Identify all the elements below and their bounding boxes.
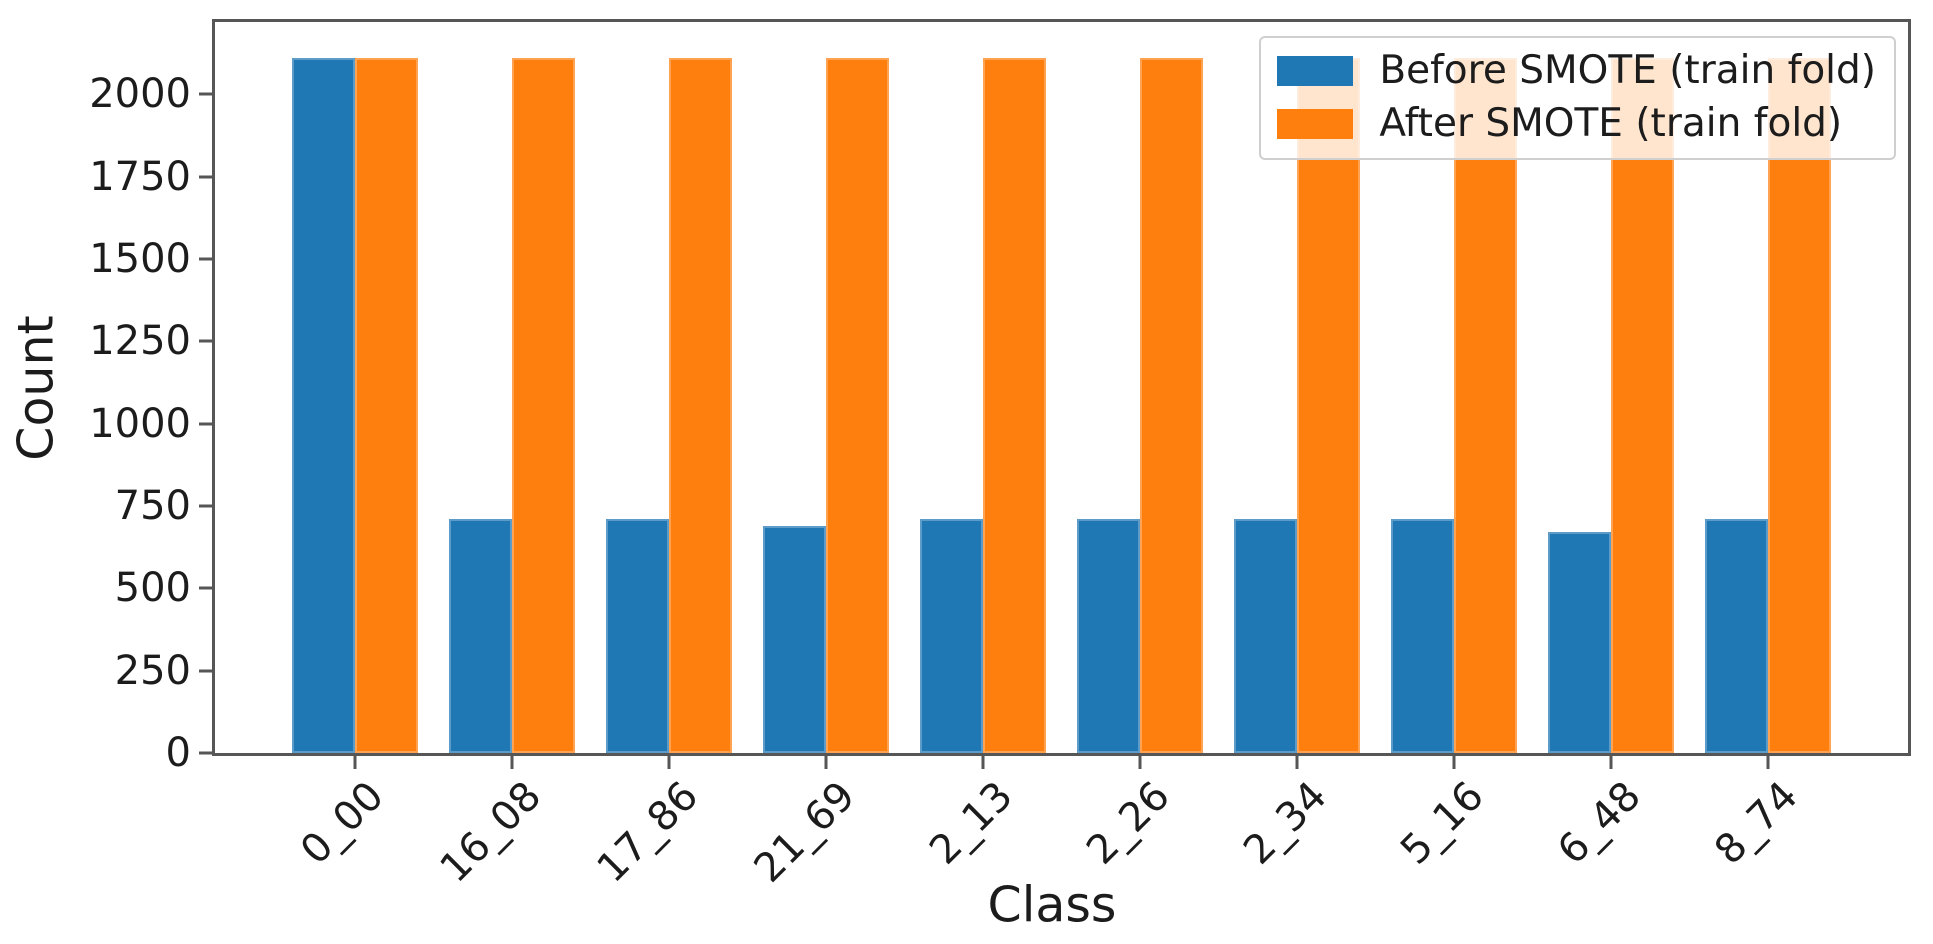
y-tick-label: 1500: [89, 236, 191, 283]
y-tick-mark: [199, 669, 212, 673]
legend-item: Before SMOTE (train fold): [1277, 48, 1876, 93]
y-tick-label: 2000: [89, 71, 191, 118]
bar-before-smote-6_48: [1548, 532, 1612, 753]
x-tick-mark: [1609, 756, 1613, 769]
y-tick-mark: [199, 422, 212, 426]
y-tick-mark: [199, 339, 212, 343]
x-tick-label: 2_13: [920, 772, 1022, 874]
bar-after-smote-2_34: [1297, 58, 1360, 753]
bar-before-smote-2_26: [1077, 519, 1141, 753]
y-tick-mark: [199, 92, 212, 96]
x-tick-mark: [510, 756, 514, 769]
bar-after-smote-5_16: [1454, 58, 1517, 753]
legend-item: After SMOTE (train fold): [1277, 100, 1876, 146]
bar-before-smote-16_08: [449, 519, 512, 753]
x-tick-mark: [1295, 756, 1299, 769]
y-tick-label: 750: [114, 483, 191, 530]
y-tick-mark: [199, 175, 212, 179]
legend-color-swatch: [1277, 56, 1354, 87]
bar-before-smote-8_74: [1705, 519, 1769, 753]
bar-before-smote-0_00: [291, 58, 355, 753]
x-tick-mark: [1766, 756, 1770, 769]
bar-after-smote-21_69: [825, 58, 889, 753]
x-tick-label: 2_26: [1077, 772, 1179, 874]
x-tick-label: 5_16: [1391, 772, 1493, 874]
x-tick-mark: [824, 756, 828, 769]
bar-after-smote-2_13: [982, 58, 1046, 753]
x-tick-mark: [1138, 756, 1142, 769]
y-axis-title: Count: [7, 315, 65, 461]
bar-before-smote-2_13: [920, 519, 983, 753]
bar-before-smote-5_16: [1391, 519, 1455, 753]
x-tick-label: 0_00: [292, 772, 394, 874]
y-tick-label: 1000: [89, 400, 191, 447]
bar-before-smote-2_34: [1234, 519, 1298, 753]
y-tick-label: 1250: [89, 318, 191, 365]
x-tick-mark: [1452, 756, 1456, 769]
legend: Before SMOTE (train fold) After SMOTE (tr…: [1259, 36, 1896, 160]
y-tick-label: 0: [165, 730, 191, 776]
bar-after-smote-6_48: [1611, 58, 1674, 753]
x-tick-label: 6_48: [1548, 772, 1650, 874]
x-axis-title: Class: [987, 876, 1117, 934]
x-tick-mark: [353, 756, 357, 769]
x-tick-label: 17_86: [588, 772, 708, 892]
legend-label: After SMOTE (train fold): [1379, 100, 1843, 146]
legend-label: Before SMOTE (train fold): [1379, 48, 1876, 93]
x-tick-label: 21_69: [745, 772, 865, 892]
y-tick-label: 500: [114, 565, 191, 612]
x-tick-label: 16_08: [431, 772, 551, 892]
bar-before-smote-21_69: [763, 525, 826, 753]
legend-color-swatch: [1277, 109, 1354, 140]
y-tick-mark: [199, 751, 212, 755]
x-tick-label: 8_74: [1705, 772, 1807, 874]
bar-after-smote-16_08: [511, 58, 575, 753]
y-tick-mark: [199, 504, 212, 508]
bar-after-smote-17_86: [668, 58, 732, 753]
y-tick-label: 250: [114, 647, 191, 694]
bar-after-smote-8_74: [1768, 58, 1832, 753]
x-tick-mark: [667, 756, 671, 769]
y-tick-mark: [199, 586, 212, 590]
y-tick-label: 1750: [89, 153, 191, 200]
bar-after-smote-0_00: [354, 58, 418, 753]
plot-area: 0 250 500 750 1000 1250 1500 1750 2000 0_00 16_08 1…: [89, 19, 1911, 892]
bar-after-smote-2_26: [1140, 58, 1203, 753]
x-tick-label: 2_34: [1234, 772, 1336, 874]
y-tick-mark: [199, 257, 212, 261]
bar-before-smote-17_86: [606, 519, 669, 753]
x-tick-mark: [981, 756, 985, 769]
